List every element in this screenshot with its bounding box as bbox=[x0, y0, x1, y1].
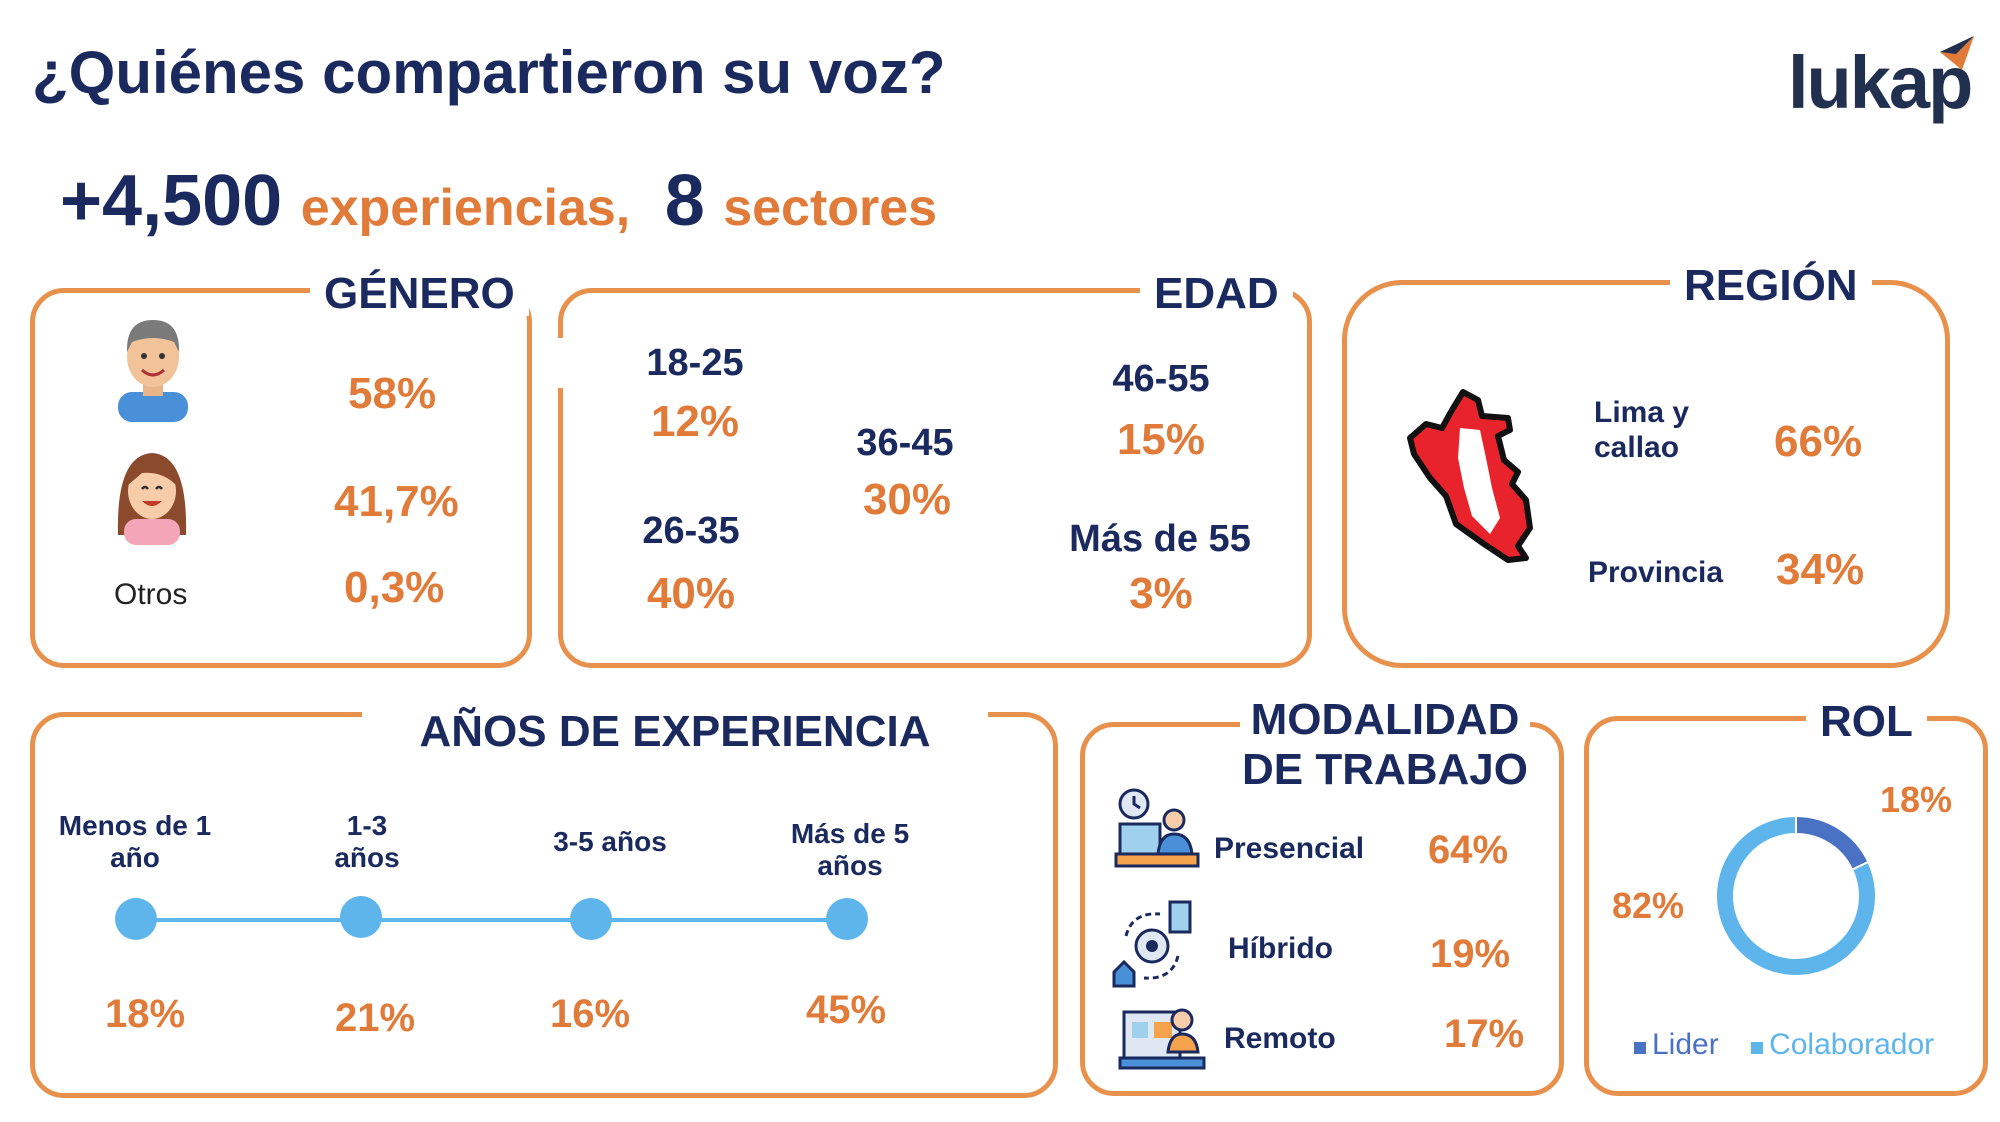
region-label-1: Provincia bbox=[1588, 556, 1724, 589]
experiencia-label-0: Menos de 1 año bbox=[58, 810, 212, 874]
genero-value-2: 0,3% bbox=[344, 563, 445, 612]
experiencia-dot-1 bbox=[340, 896, 382, 938]
edad-value-1: 40% bbox=[646, 569, 736, 618]
edad-label-3: 46-55 bbox=[1112, 358, 1210, 400]
rol-value-label-1: 82% bbox=[1612, 885, 1685, 926]
legend-label-lider: Lider bbox=[1652, 1028, 1719, 1061]
legend-label-colaborador: Colaborador bbox=[1769, 1028, 1935, 1061]
experiencia-panel bbox=[30, 712, 1058, 1098]
region-panel bbox=[1342, 280, 1950, 668]
edad-label-2: 36-45 bbox=[856, 422, 954, 464]
experiencia-value-0: 18% bbox=[104, 992, 186, 1036]
genero-title: GÉNERO bbox=[310, 272, 529, 316]
legend-swatch-colaborador bbox=[1751, 1042, 1764, 1054]
headline-sectors: 8 bbox=[664, 161, 705, 241]
headline: +4,500 experiencias, 8 sectores bbox=[60, 160, 937, 242]
edad-value-4: 3% bbox=[1129, 569, 1193, 618]
region-label-0: Lima y callao bbox=[1594, 396, 1690, 464]
rol-title: ROL bbox=[1806, 700, 1927, 744]
headline-sectors-label: sectores bbox=[723, 179, 938, 237]
rol-value-label-0: 18% bbox=[1880, 779, 1953, 820]
genero-label-2: Otros bbox=[114, 578, 188, 611]
experiencia-label-3: Más de 5 años bbox=[790, 818, 910, 882]
edad-label-4: Más de 55 bbox=[1069, 518, 1251, 560]
experiencia-timeline bbox=[136, 918, 848, 922]
modalidad-title-1: MODALIDAD bbox=[1240, 698, 1530, 742]
modalidad-label-1: Híbrido bbox=[1228, 932, 1333, 965]
edad-panel-gap bbox=[552, 338, 566, 388]
headline-count-label: experiencias, bbox=[300, 179, 631, 237]
woman-icon bbox=[117, 453, 187, 545]
edad-title: EDAD bbox=[1140, 272, 1293, 316]
donut-slice-lider bbox=[1795, 814, 1870, 871]
experiencia-value-1: 21% bbox=[334, 996, 416, 1040]
office-worker-icon bbox=[1114, 788, 1200, 868]
rol-legend: Lider Colaborador bbox=[1634, 1028, 1934, 1062]
headline-count: +4,500 bbox=[60, 161, 283, 241]
experiencia-dot-2 bbox=[570, 898, 612, 940]
logo-text: lukap bbox=[1788, 41, 1973, 124]
region-value-1: 34% bbox=[1776, 545, 1865, 594]
experiencia-label-1: 1-3 años bbox=[334, 810, 400, 874]
region-title: REGIÓN bbox=[1670, 264, 1872, 308]
experiencia-value-3: 45% bbox=[805, 988, 887, 1032]
region-value-0: 66% bbox=[1774, 417, 1863, 466]
modalidad-label-2: Remoto bbox=[1224, 1022, 1336, 1055]
edad-label-0: 18-25 bbox=[646, 342, 744, 384]
edad-label-1: 26-35 bbox=[642, 510, 740, 552]
genero-value-0: 58% bbox=[348, 369, 437, 418]
logo: lukap bbox=[1788, 36, 1978, 124]
edad-value-0: 12% bbox=[650, 397, 740, 446]
modalidad-value-0: 64% bbox=[1428, 828, 1509, 872]
logo-arrow-icon bbox=[1940, 36, 1974, 70]
modalidad-value-1: 19% bbox=[1430, 932, 1511, 976]
peru-map-icon bbox=[1407, 389, 1533, 563]
legend-swatch-lider bbox=[1634, 1042, 1646, 1054]
modalidad-label-0: Presencial bbox=[1214, 832, 1365, 865]
donut-slice-colaborador bbox=[1715, 814, 1877, 977]
hybrid-cycle-icon bbox=[1112, 900, 1192, 988]
remote-work-icon bbox=[1118, 1008, 1206, 1070]
rol-donut-chart bbox=[1715, 814, 1877, 977]
man-icon bbox=[118, 320, 188, 422]
experiencia-value-2: 16% bbox=[549, 992, 631, 1036]
modalidad-value-2: 17% bbox=[1444, 1012, 1525, 1056]
experiencia-dot-0 bbox=[115, 898, 157, 940]
page-title: ¿Quiénes compartieron su voz? bbox=[32, 39, 946, 106]
experiencia-dot-3 bbox=[826, 898, 868, 940]
experiencia-label-2: 3-5 años bbox=[553, 826, 667, 857]
genero-panel bbox=[30, 288, 532, 668]
edad-value-2: 30% bbox=[862, 475, 952, 524]
modalidad-title-2: DE TRABAJO bbox=[1240, 745, 1530, 794]
edad-panel bbox=[558, 288, 1312, 668]
genero-value-1: 41,7% bbox=[334, 477, 459, 526]
rol-panel bbox=[1584, 716, 1988, 1096]
experiencia-title: AÑOS DE EXPERIENCIA bbox=[362, 710, 988, 754]
edad-value-3: 15% bbox=[1116, 415, 1206, 464]
